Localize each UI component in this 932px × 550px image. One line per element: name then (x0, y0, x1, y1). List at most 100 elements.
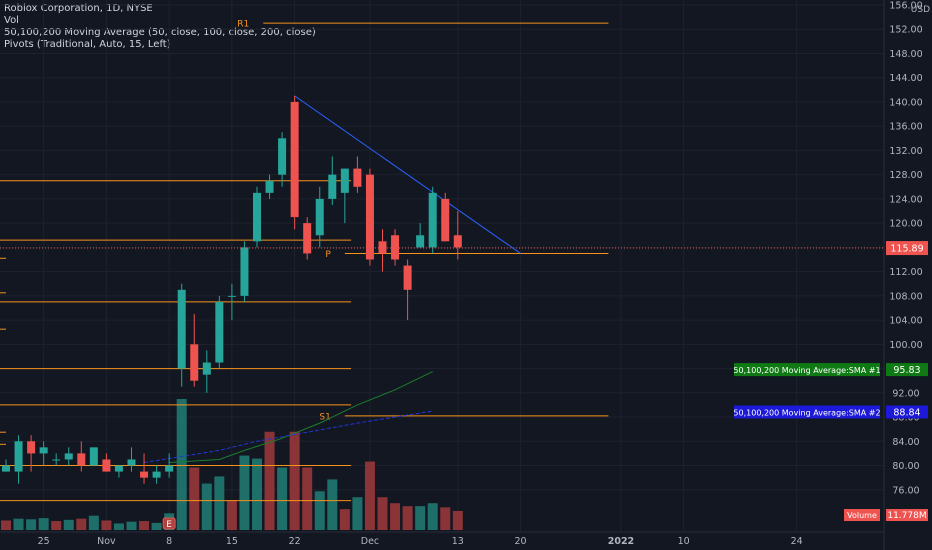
candle-body (215, 301, 224, 363)
currency-label: USD (911, 5, 930, 15)
candle (114, 465, 123, 478)
volume-indicator-title: Vol (4, 15, 19, 26)
candle-body (127, 459, 136, 466)
candle (328, 156, 337, 205)
pivot-level-label: R1 (237, 20, 249, 30)
candle (303, 217, 312, 260)
volume-bar (214, 476, 225, 530)
candle-body (64, 453, 73, 460)
candle (416, 223, 425, 248)
time-tick-label: Dec (361, 536, 379, 547)
volume-bar (239, 455, 250, 530)
trendline (294, 95, 521, 254)
price-tick-label: 140.00 (889, 97, 922, 108)
candle (441, 192, 450, 242)
candle-body (403, 265, 412, 290)
price-tick-label: 132.00 (889, 146, 922, 157)
price-tick-label: 128.00 (889, 170, 922, 181)
volume-name: Volume (847, 511, 877, 520)
candle-body (441, 198, 450, 242)
time-tick-label: 24 (791, 536, 803, 547)
volume-bar (226, 500, 237, 530)
volume-badge: Volume 11.778M (844, 509, 928, 521)
candle-body (453, 235, 462, 248)
price-tick-label: 156.00 (889, 1, 922, 12)
candle (140, 453, 149, 484)
candle-body (202, 362, 211, 375)
volume-bar (88, 515, 99, 530)
grid-lines (0, 0, 884, 532)
volume-bar (38, 518, 49, 530)
volume-bar (139, 521, 150, 530)
candle (378, 229, 387, 272)
candle-body (328, 174, 337, 199)
volume-bar (327, 479, 338, 530)
candle (27, 435, 36, 472)
candle-body (190, 344, 199, 381)
price-tick-label: 120.00 (889, 219, 922, 230)
candle (340, 168, 349, 224)
earnings-marker-label: E (166, 520, 172, 530)
candle (202, 350, 211, 393)
candle-body (77, 453, 86, 466)
candle (290, 95, 299, 230)
volume-bar (402, 506, 413, 530)
candle (165, 453, 174, 478)
price-tick-label: 104.00 (889, 316, 922, 327)
candle (39, 441, 48, 466)
price-tick-label: 108.00 (889, 291, 922, 302)
candle-body (114, 465, 123, 472)
volume-bar (314, 491, 325, 530)
moving-average-lines (143, 371, 433, 463)
sma-1-badge: 50,100,200 Moving Average:SMA #1 95.83 (733, 363, 928, 377)
volume-name-bg (844, 509, 880, 521)
price-tick-label: 80.00 (892, 461, 919, 472)
candle (278, 132, 287, 187)
candle (77, 441, 86, 472)
time-tick-label: 15 (226, 536, 238, 547)
candle (177, 283, 186, 387)
candle (2, 459, 10, 472)
candle (403, 259, 412, 321)
volume-bar (277, 467, 288, 530)
candle-body (391, 235, 400, 260)
candle (127, 447, 136, 472)
candle (14, 435, 23, 484)
volume-bar (51, 521, 62, 530)
time-tick-label: 10 (678, 536, 690, 547)
sma-1-badge-name-bg (734, 363, 880, 377)
volume-bar (1, 520, 11, 530)
time-tick-label: 25 (38, 536, 50, 547)
time-tick-label: 20 (515, 536, 527, 547)
earnings-marker[interactable]: E (162, 517, 176, 530)
candle-body (165, 465, 174, 472)
price-tick-label: 148.00 (889, 49, 922, 60)
candle-body (340, 168, 349, 193)
candle-body (290, 101, 299, 218)
volume-bar (113, 523, 124, 530)
volume-bar (352, 497, 363, 530)
volume-bar (151, 522, 162, 530)
volume-value: 11.778M (887, 511, 926, 521)
candle-body (365, 174, 374, 260)
candle (190, 314, 199, 387)
volume-bar (452, 510, 463, 530)
candle-body (152, 471, 161, 478)
candles (2, 95, 462, 484)
volume-bar (390, 503, 401, 530)
price-tick-label: 100.00 (889, 340, 922, 351)
sma-1-badge-name: 50,100,200 Moving Average:SMA #1 (733, 366, 880, 375)
candle (428, 186, 437, 254)
candle-body (177, 289, 186, 369)
price-tick-label: 92.00 (892, 388, 919, 399)
candle-body (2, 465, 10, 472)
candle (102, 453, 111, 472)
sma-2-badge: 50,100,200 Moving Average:SMA #2 88.84 (733, 405, 928, 419)
volume-bar (176, 399, 187, 530)
volume-bar (26, 519, 37, 530)
volume-bar (252, 458, 262, 530)
current-price-label: 115.89 (890, 244, 923, 255)
candle (64, 447, 73, 466)
candle-body (89, 447, 98, 466)
